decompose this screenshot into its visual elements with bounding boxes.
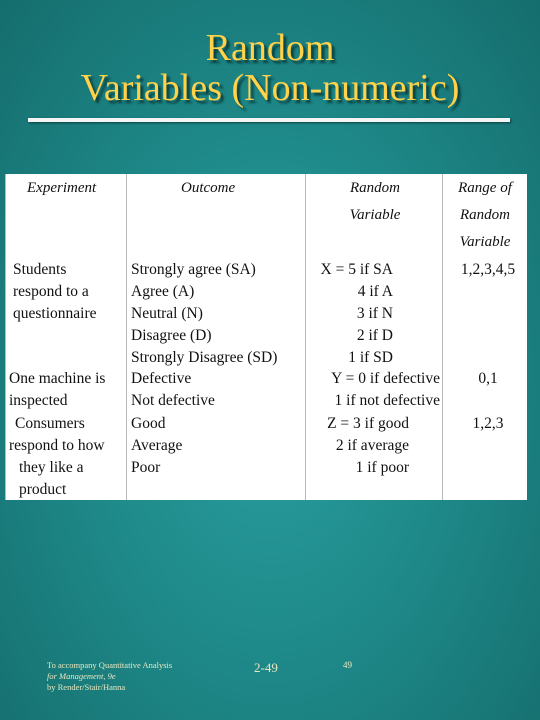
row-2-range: 0,1 xyxy=(478,370,498,387)
row-1-variable-line: X = 5 if SA xyxy=(320,261,393,278)
footer-credit-text: To accompany Quantitative Analysis xyxy=(47,660,173,670)
footer-credit-line: for Management, 9e xyxy=(47,671,116,681)
footer-page-number: 49 xyxy=(343,660,352,670)
title-underline xyxy=(28,118,510,122)
row-1-variable-line: 4 if A xyxy=(357,283,393,300)
row-3-experiment-line: Consumers xyxy=(15,415,85,432)
row-1-experiment-line: Students xyxy=(13,261,67,278)
footer-slide-ref: 2-49 xyxy=(254,660,278,675)
column-divider xyxy=(5,174,6,500)
row-1-outcome-line: Agree (A) xyxy=(131,283,195,300)
row-3-outcome-line: Average xyxy=(131,437,183,454)
row-3-experiment-line: product xyxy=(19,481,67,498)
row-3-variable-line: 2 if average xyxy=(335,437,409,454)
row-2-experiment: One machine is inspected xyxy=(9,368,105,412)
row-1-experiment: Students respond to a questionnaire xyxy=(13,259,97,325)
row-1-variable-line: 1 if SD xyxy=(348,349,393,366)
header-random-variable-line: Random xyxy=(350,180,400,196)
row-1-outcome-line: Strongly agree (SA) xyxy=(131,261,256,278)
column-divider xyxy=(305,174,306,500)
row-1-experiment-line: questionnaire xyxy=(13,305,97,322)
header-range-line: Variable xyxy=(459,234,511,250)
row-3-outcome-line: Good xyxy=(131,415,166,432)
footer-credit-line: To accompany Quantitative Analysis xyxy=(47,660,172,671)
row-3-outcome: Good Average Poor xyxy=(131,413,182,479)
column-divider xyxy=(442,174,443,500)
header-random-variable-line: Variable xyxy=(349,207,401,223)
row-1-experiment-line: respond to a xyxy=(13,283,89,300)
row-3-outcome-line: Poor xyxy=(131,459,161,476)
header-range-line: Range of xyxy=(458,180,512,196)
row-1-variable: X = 5 if SA 4 if A 3 if N 2 if D 1 if SD xyxy=(305,259,393,369)
row-1-outcome-line: Neutral (N) xyxy=(131,305,203,322)
row-3-range: 1,2,3 xyxy=(472,415,504,432)
row-1-variable-line: 3 if N xyxy=(356,305,393,322)
row-3-experiment: Consumers respond to how they like a pro… xyxy=(9,413,105,501)
row-2-variable: Y = 0 if defective 1 if not defective xyxy=(305,368,440,412)
header-random-variable: Random Variable xyxy=(325,175,425,229)
row-1-range: 1,2,3,4,5 xyxy=(460,261,516,278)
row-1-outcome-line: Disagree (D) xyxy=(131,327,212,344)
slide-title: Random Variables (Non-numeric) xyxy=(0,28,540,108)
row-3-experiment-line: they like a xyxy=(19,459,84,476)
row-2-outcome-line: Not defective xyxy=(131,392,215,409)
header-range: Range of Random Variable xyxy=(445,175,525,256)
row-1-outcome-line: Strongly Disagree (SD) xyxy=(131,349,278,366)
row-1-outcome: Strongly agree (SA) Agree (A) Neutral (N… xyxy=(131,259,277,369)
row-2-outcome: Defective Not defective xyxy=(131,368,215,412)
row-3-variable: Z = 3 if good 2 if average 1 if poor xyxy=(305,413,409,479)
title-line-1: Random xyxy=(205,27,335,69)
row-2-outcome-line: Defective xyxy=(131,370,192,387)
header-outcome: Outcome xyxy=(181,180,236,196)
row-2-experiment-line: inspected xyxy=(9,392,68,409)
row-3-experiment-line: respond to how xyxy=(9,437,105,454)
footer-credit-line: by Render/Stair/Hanna xyxy=(47,682,126,692)
row-1-variable-line: 2 if D xyxy=(356,327,393,344)
random-variable-table: Experiment Outcome Random Variable Range… xyxy=(5,174,527,500)
header-experiment: Experiment xyxy=(27,180,97,196)
row-2-variable-line: 1 if not defective xyxy=(334,392,440,409)
row-3-variable-line: 1 if poor xyxy=(355,459,409,476)
row-2-experiment-line: One machine is xyxy=(9,370,106,387)
column-divider xyxy=(126,174,127,500)
row-2-variable-line: Y = 0 if defective xyxy=(331,370,440,387)
row-3-variable-line: Z = 3 if good xyxy=(327,415,409,432)
footer-credit: To accompany Quantitative Analysis for M… xyxy=(47,660,172,693)
header-range-line: Random xyxy=(460,207,510,223)
title-line-2: Variables (Non-numeric) xyxy=(80,67,460,109)
